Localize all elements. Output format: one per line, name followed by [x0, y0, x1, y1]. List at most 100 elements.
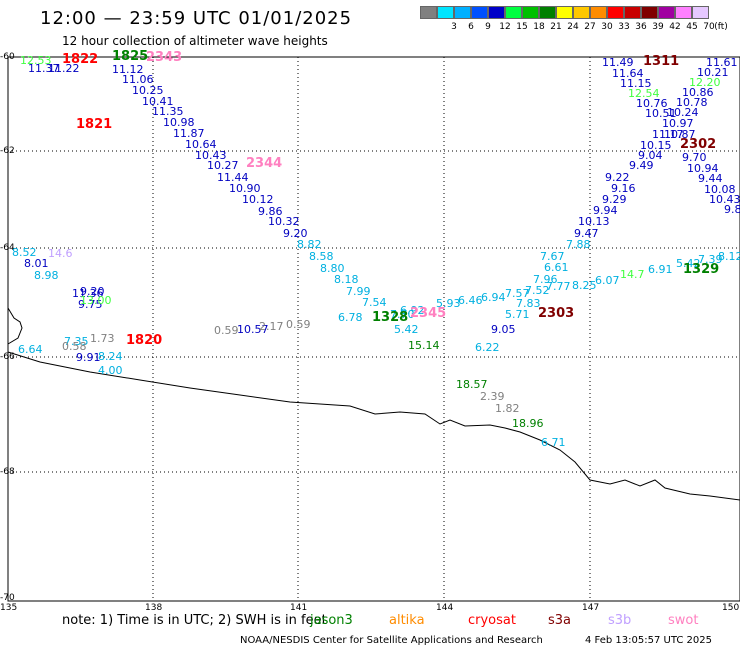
wave-height-label: 10.90 [229, 182, 261, 195]
wave-height-label: 7.39 [698, 253, 723, 266]
wave-height-label: 8.12 [718, 250, 740, 263]
wave-height-label: 12.53 [20, 54, 52, 67]
legend-label: 21 [550, 22, 562, 32]
wave-height-label: 9.70 [682, 151, 707, 164]
wave-height-label: 9.20 [80, 285, 105, 298]
wave-height-label: 14.6 [48, 247, 73, 260]
wave-height-label: 11.87 [173, 127, 205, 140]
longitude-label: 135 [0, 603, 18, 613]
wave-height-label: 5.93 [436, 297, 461, 310]
wave-height-label: 10.15 [640, 139, 672, 152]
wave-height-label: 8.82 [297, 238, 322, 251]
wave-height-label: 7.70 [390, 308, 415, 321]
wave-height-label: 6.78 [338, 311, 363, 324]
legend-swatch [556, 6, 573, 19]
wave-height-label: 9.49 [629, 159, 654, 172]
wave-height-label: 9.05 [491, 323, 516, 336]
wave-height-label: 9.91 [76, 351, 101, 364]
legend-label: 70 [703, 22, 715, 32]
wave-height-label: 8.98 [34, 269, 59, 282]
legend-swatch [437, 6, 454, 19]
wave-height-label: 7.96 [533, 273, 558, 286]
wave-height-label: 6.71 [541, 436, 566, 449]
wave-height-label: 7.88 [566, 238, 591, 251]
legend-label: 42 [669, 22, 681, 32]
wave-height-label: 7.77 [546, 280, 571, 293]
wave-height-label: 11.35 [152, 105, 184, 118]
latitude-label: -68 [0, 467, 15, 477]
wave-height-label: 9.75 [78, 298, 103, 311]
wave-height-label: 7.57 [505, 287, 530, 300]
legend-swatch [624, 6, 641, 19]
pass-time-label: 2345 [410, 306, 447, 321]
wave-height-label: 9.22 [605, 171, 630, 184]
latitude-label: -60 [0, 52, 15, 62]
satellite-legend-s3a: s3a [548, 613, 572, 628]
pass-time-label: 2343 [146, 50, 183, 65]
longitude-label: 144 [436, 603, 454, 613]
wave-height-label: 10.78 [676, 96, 708, 109]
wave-height-label: 9.29 [602, 193, 627, 206]
wave-height-label: 2.17 [259, 320, 284, 333]
map-title: 12:00 — 23:59 UTC 01/01/2025 [40, 8, 353, 29]
wave-height-label: 0.59 [214, 324, 239, 337]
legend-swatch [675, 6, 692, 19]
legend-label: 15 [516, 22, 528, 32]
wave-height-label: 11.15 [620, 77, 652, 90]
map-frame [7, 56, 740, 602]
wave-height-label: 11.17 [652, 128, 684, 141]
latitude-label: -70 [0, 593, 15, 603]
wave-height-label: 11.36 [72, 287, 104, 300]
wave-height-label: 2.39 [480, 390, 505, 403]
wave-height-label: 11.49 [602, 56, 634, 69]
legend-label: 36 [635, 22, 647, 32]
legend-label: 27 [584, 22, 596, 32]
antarctic-coastline [7, 307, 740, 501]
wave-height-label: 10.12 [242, 193, 274, 206]
wave-height-label: 10.24 [667, 106, 699, 119]
wave-height-label: 5.71 [505, 308, 530, 321]
wave-height-label: 10.86 [682, 86, 714, 99]
legend-swatch [573, 6, 590, 19]
legend-label: 33 [618, 22, 630, 32]
wave-height-label: 10.27 [207, 159, 239, 172]
legend-swatch [658, 6, 675, 19]
wave-height-label: 10.87 [664, 128, 696, 141]
wave-height-label: 10.94 [687, 162, 719, 175]
wave-height-label: 0.58 [62, 340, 87, 353]
legend-swatch [471, 6, 488, 19]
satellite-legend-cryosat: cryosat [468, 613, 516, 628]
satellite-legend-jason3: jason3 [310, 613, 353, 628]
wave-height-label: 6.61 [544, 261, 569, 274]
wave-height-label: 12.54 [628, 87, 660, 100]
longitude-label: 150 [722, 603, 740, 613]
wave-height-label: 5.42 [394, 323, 419, 336]
wave-height-label: 6.07 [595, 274, 620, 287]
wave-height-label: 10.98 [163, 116, 195, 129]
wave-height-label: 7.83 [516, 297, 541, 310]
graticule [8, 57, 740, 600]
pass-time-label: 1329 [683, 262, 720, 277]
longitude-label: 138 [145, 603, 163, 613]
wave-height-label: 8.24 [98, 350, 123, 363]
wave-height-label: 8.01 [24, 257, 49, 270]
legend-label: 6 [468, 22, 474, 32]
wave-height-label: 10.43 [709, 193, 740, 206]
pass-time-label: 2303 [538, 306, 575, 321]
wave-height-label: 6.64 [18, 343, 43, 356]
wave-height-label: 10.08 [704, 183, 736, 196]
wave-height-label: 9.47 [574, 227, 599, 240]
wave-height-label: 6.92 [400, 304, 425, 317]
wave-height-label: 7.52 [525, 284, 550, 297]
timestamp: 4 Feb 13:05:57 UTC 2025 [585, 635, 712, 646]
wave-height-label: 11.61 [706, 56, 738, 69]
legend-swatch [522, 6, 539, 19]
latitude-label: -62 [0, 146, 15, 156]
wave-height-label: 9.04 [638, 149, 663, 162]
pass-time-label: 1825 [112, 49, 149, 64]
satellite-legend-altika: altika [389, 613, 425, 628]
map-subtitle: 12 hour collection of altimeter wave hei… [62, 34, 328, 48]
latitude-label: -64 [0, 243, 15, 253]
wave-height-label: 11.22 [48, 62, 80, 75]
